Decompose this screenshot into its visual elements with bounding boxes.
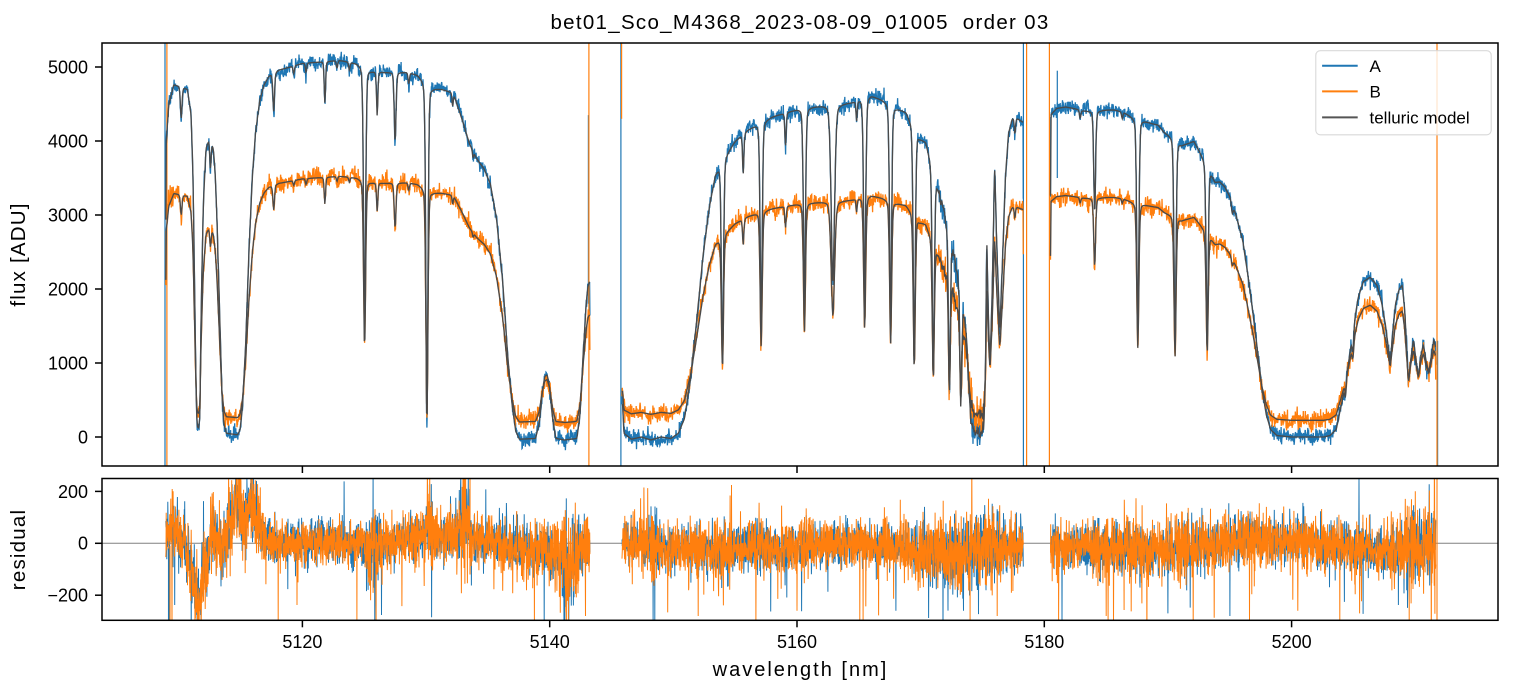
svg-text:1000: 1000: [48, 353, 88, 373]
svg-text:5000: 5000: [48, 57, 88, 77]
svg-text:5120: 5120: [282, 632, 322, 652]
svg-text:5140: 5140: [530, 632, 570, 652]
svg-text:0: 0: [78, 534, 88, 554]
svg-text:bet01_Sco_M4368_2023-08-09_010: bet01_Sco_M4368_2023-08-09_01005 order 0…: [550, 11, 1049, 34]
svg-text:5160: 5160: [777, 632, 817, 652]
svg-text:200: 200: [58, 482, 88, 502]
svg-text:telluric model: telluric model: [1370, 108, 1470, 127]
svg-text:3000: 3000: [48, 205, 88, 225]
svg-text:5200: 5200: [1272, 632, 1312, 652]
svg-text:0: 0: [78, 427, 88, 447]
svg-text:5180: 5180: [1024, 632, 1064, 652]
svg-text:flux [ADU]: flux [ADU]: [7, 202, 30, 306]
svg-text:B: B: [1370, 82, 1381, 101]
svg-text:residual: residual: [7, 509, 30, 590]
svg-text:−200: −200: [47, 586, 88, 606]
svg-text:4000: 4000: [48, 131, 88, 151]
svg-text:wavelength [nm]: wavelength [nm]: [712, 659, 889, 681]
svg-text:2000: 2000: [48, 279, 88, 299]
svg-text:A: A: [1370, 57, 1382, 76]
